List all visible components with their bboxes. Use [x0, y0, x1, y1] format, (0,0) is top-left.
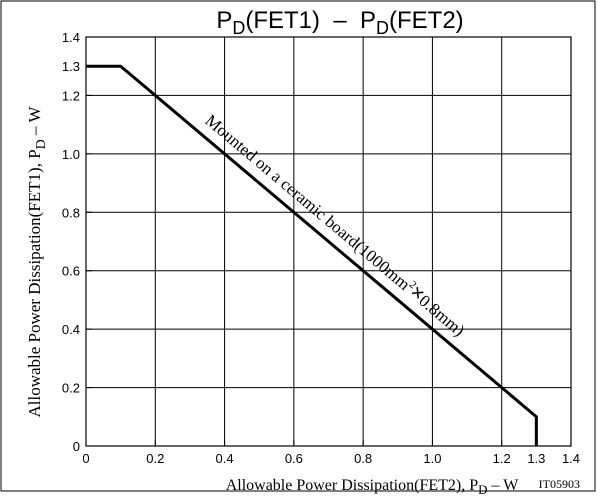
x-axis-label-unit: – W: [488, 477, 520, 494]
annotation: Mounted on a ceramic board(1000mm2×0.8mm…: [201, 107, 472, 341]
title-end: (FET2): [389, 7, 464, 34]
y-tick-label-1: 0.2: [62, 381, 80, 396]
tick-labels: 0 0.2 0.4 0.6 0.8 1.0 1.2 1.3 1.4 0 0.2 0.4 0.6 0.8 1.…: [62, 30, 580, 466]
annotation-pre: Mounted on a ceramic board(1000mm: [202, 111, 414, 294]
x-tick-label-0: 0: [82, 451, 89, 466]
x-tick-label-3: 0.6: [285, 451, 303, 466]
x-axis-label: Allowable Power Dissipation(FET2), PD – …: [226, 477, 520, 497]
x-tick-label-8: 1.4: [562, 451, 580, 466]
x-tick-label-6: 1.2: [493, 451, 511, 466]
y-tick-label-8: 1.4: [62, 30, 80, 45]
series-line-0: [86, 64, 538, 446]
series-layer: [86, 64, 538, 446]
x-tick-label-1: 0.2: [146, 451, 164, 466]
annotation-post: 0.8mm): [415, 291, 468, 340]
y-axis-label-main: Allowable Power Dissipation(FET1), P: [25, 149, 44, 417]
grid: [86, 37, 571, 446]
y-axis-label: Allowable Power Dissipation(FET1), PD – …: [25, 106, 49, 418]
annotation-sup: 2: [407, 279, 419, 292]
title-sub2: D: [376, 18, 389, 38]
x-tick-label-7: 1.3: [527, 451, 545, 466]
y-axis-label-sub: D: [34, 139, 49, 149]
x-axis-label-sub: D: [478, 482, 487, 497]
y-tick-label-4: 0.8: [62, 205, 80, 220]
chart-title: PD(FET1) – PD(FET2): [216, 7, 463, 38]
title-mid: (FET1) – P: [245, 7, 376, 34]
x-tick-label-5: 1.0: [423, 451, 441, 466]
x-axis-label-main: Allowable Power Dissipation(FET2), P: [226, 477, 479, 494]
y-tick-label-7: 1.3: [62, 59, 80, 74]
axes: [85, 36, 572, 447]
y-axis-label-unit: – W: [25, 106, 44, 140]
x-tick-label-2: 0.4: [216, 451, 234, 466]
figure-code: IT05903: [539, 477, 580, 491]
title-sub1: D: [232, 18, 245, 38]
x-tick-label-4: 0.8: [354, 451, 372, 466]
y-tick-label-5: 1.0: [62, 147, 80, 162]
title-p1: P: [216, 7, 232, 34]
y-tick-label-6: 1.2: [62, 88, 80, 103]
y-tick-label-2: 0.4: [62, 322, 80, 337]
plot-area: [85, 36, 572, 447]
y-tick-label-3: 0.6: [62, 264, 80, 279]
y-tick-label-0: 0: [73, 439, 80, 454]
